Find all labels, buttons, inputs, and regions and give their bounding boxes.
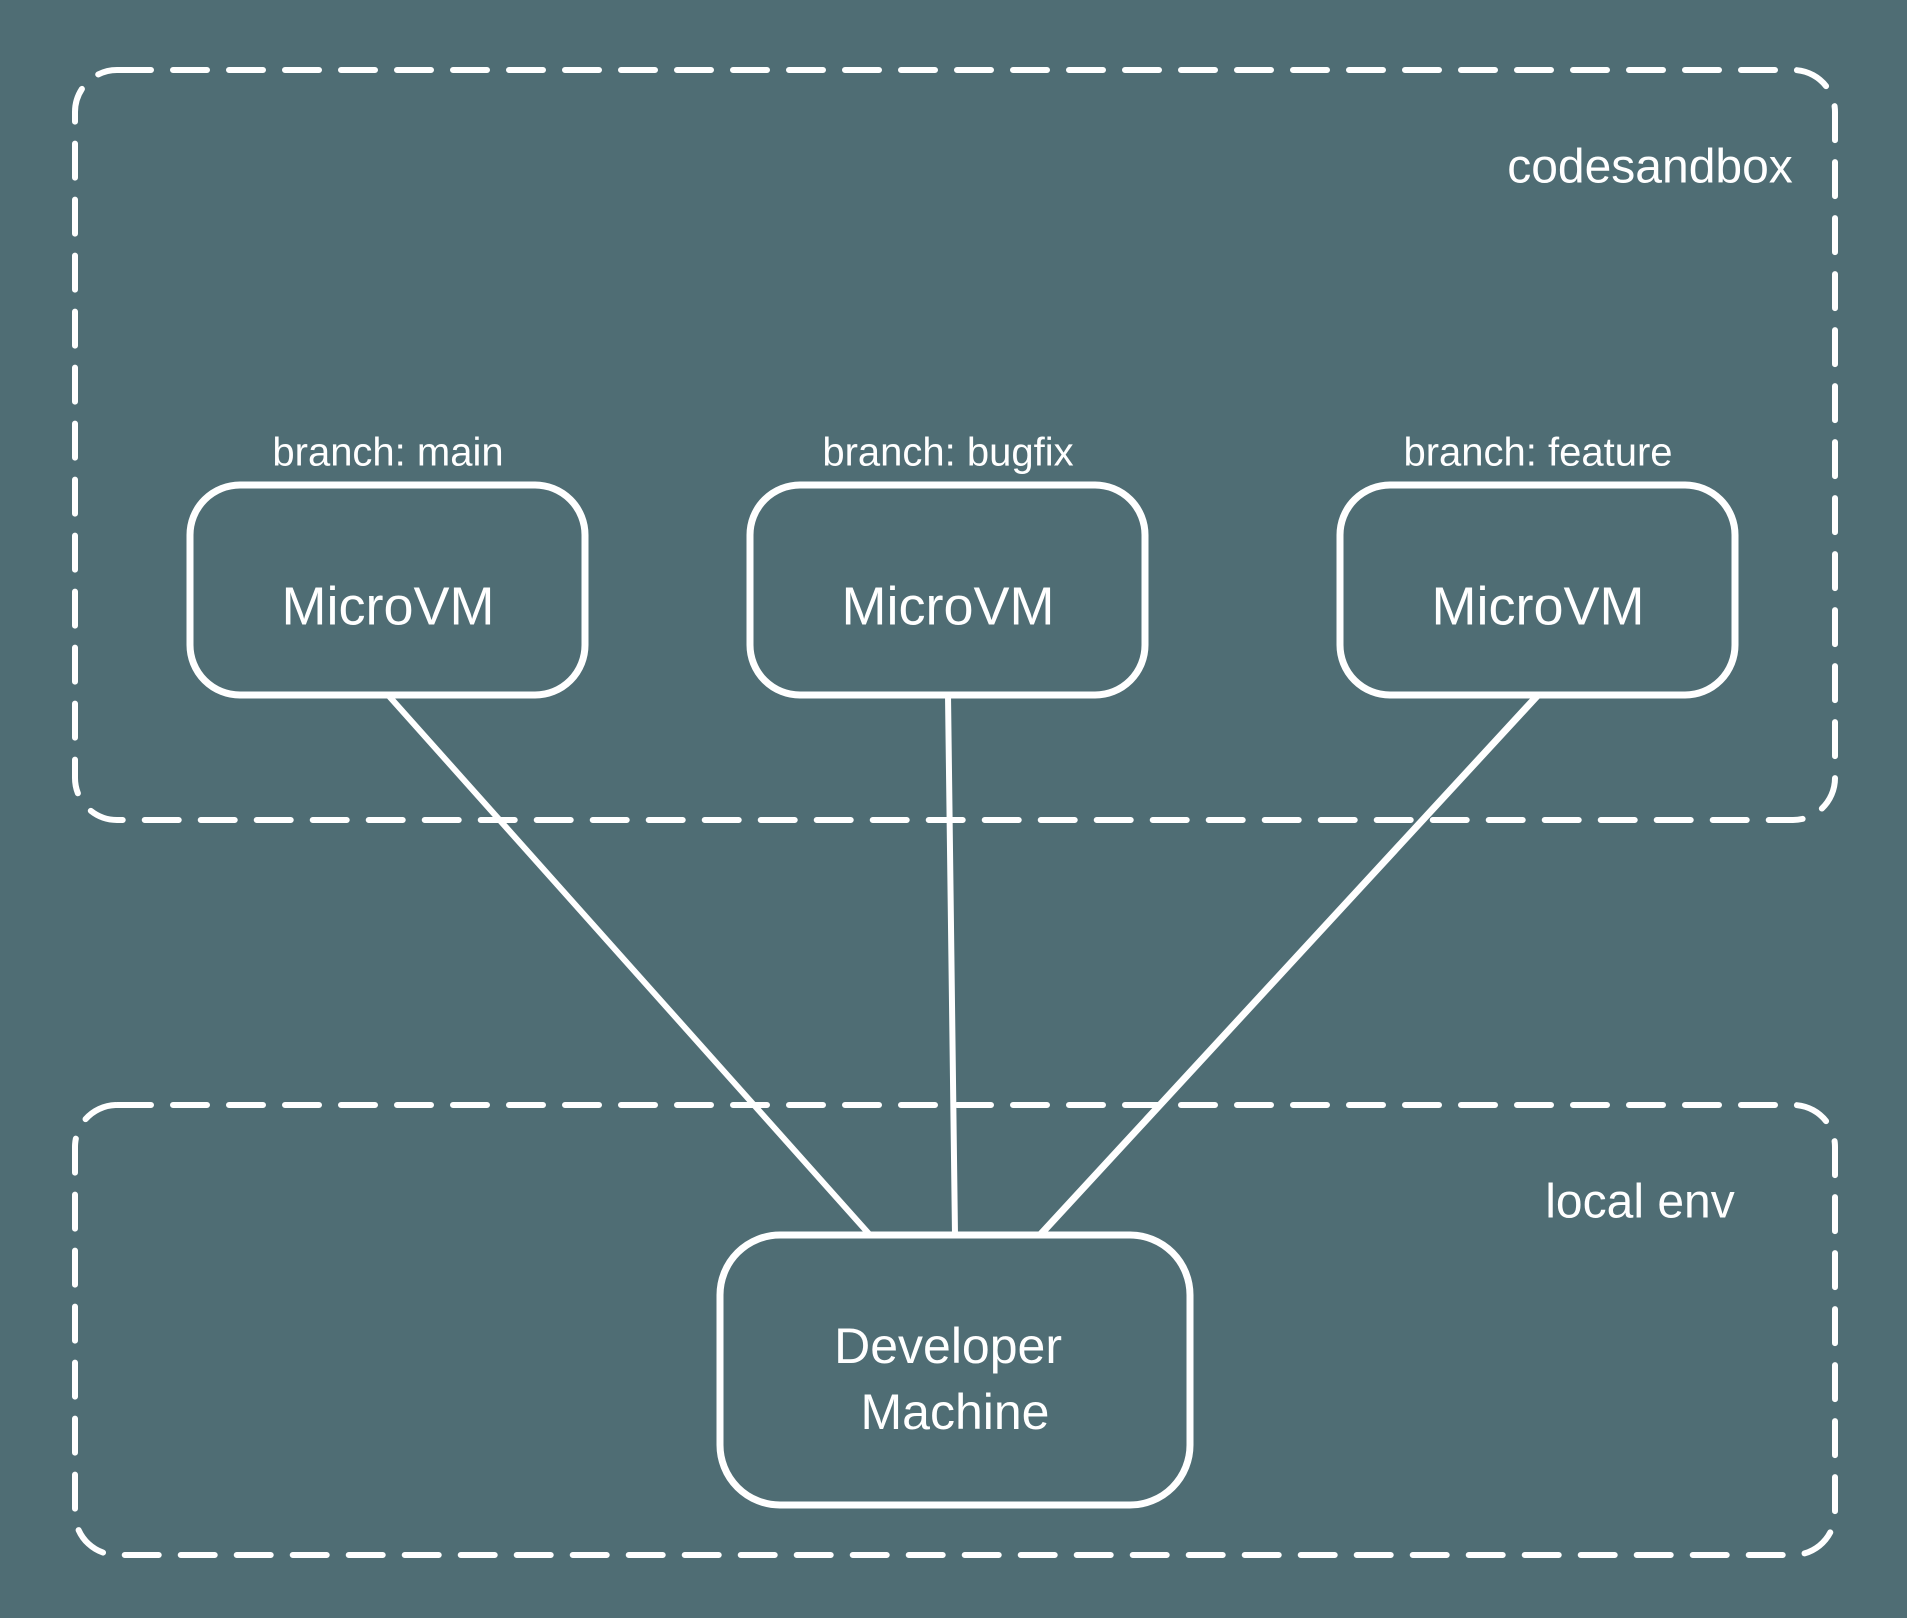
vm-feature-branch-label: branch: feature: [1403, 431, 1672, 475]
codesandbox-region-label: codesandbox: [1507, 141, 1793, 194]
developer-machine-label-line2: Machine: [861, 1384, 1050, 1440]
vm-bugfix-node-label: MicroVM: [842, 576, 1055, 636]
architecture-diagram: codesandbox local env branch: main Micro…: [0, 0, 1907, 1618]
vm-feature-node-label: MicroVM: [1432, 576, 1645, 636]
vm-main-branch-label: branch: main: [272, 431, 503, 475]
vm-bugfix-branch-label: branch: bugfix: [822, 431, 1073, 475]
vm-main-node-label: MicroVM: [282, 576, 495, 636]
developer-machine-label-line1: Developer: [834, 1318, 1062, 1374]
local-env-region-label: local env: [1545, 1176, 1734, 1229]
